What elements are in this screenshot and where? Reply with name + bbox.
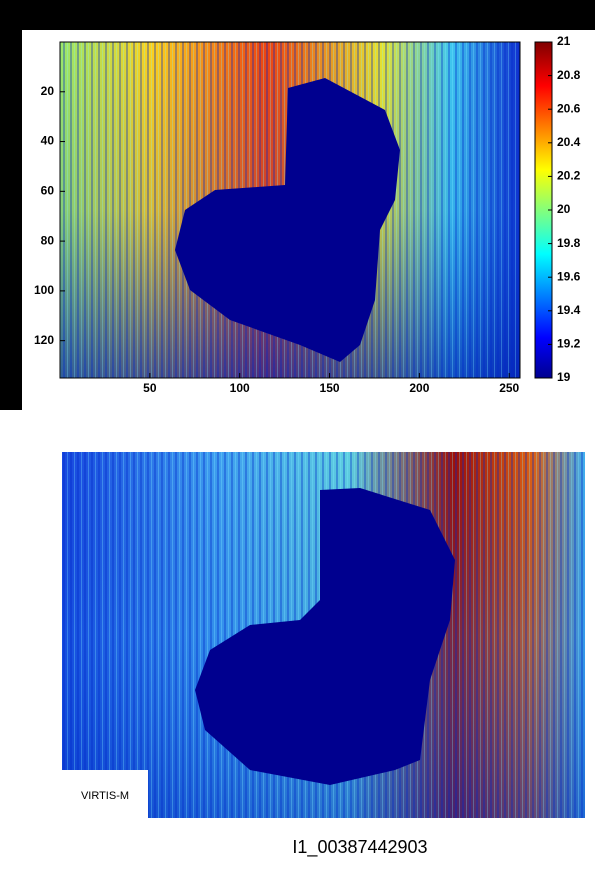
y-tick-label: 100 [34,283,54,297]
x-tick-label: 250 [499,381,519,395]
colorbar-tick-label: 19.4 [557,303,581,317]
nucleus-shadow [195,488,455,785]
colorbar-tick-label: 20 [557,202,571,216]
colorbar-tick-label: 20.8 [557,68,581,82]
colorbar-tick-label: 20.4 [557,135,581,149]
colorbar-tick-label: 19.8 [557,236,581,250]
y-tick-label: 40 [41,134,55,148]
x-tick-label: 200 [409,381,429,395]
label-box [62,770,148,818]
colorbar-tick-label: 20.2 [557,169,581,183]
top-panel [59,41,553,379]
plot-frame [59,41,521,379]
black-border [0,0,22,410]
caption: I1_00387442903 [292,837,427,858]
colorbar-tick-label: 19.6 [557,269,581,283]
colorbar-tick-label: 21 [557,34,571,48]
instrument-label: VIRTIS-M [81,790,129,802]
colorbar-tick-label: 20.6 [557,101,581,115]
x-tick-label: 100 [230,381,250,395]
x-tick-label: 50 [143,381,157,395]
colorbar-tick-label: 19.2 [557,337,581,351]
y-tick-label: 60 [41,184,55,198]
nucleus-shadow [175,78,400,362]
bottom-panel: VIRTIS-M I1_00387442903 [62,452,585,858]
x-tick-label: 150 [320,381,340,395]
y-tick-label: 80 [41,233,55,247]
colorbar-tick-label: 19 [557,370,571,384]
y-tick-label: 20 [41,84,55,98]
black-border [0,0,595,30]
y-tick-label: 120 [34,333,54,347]
